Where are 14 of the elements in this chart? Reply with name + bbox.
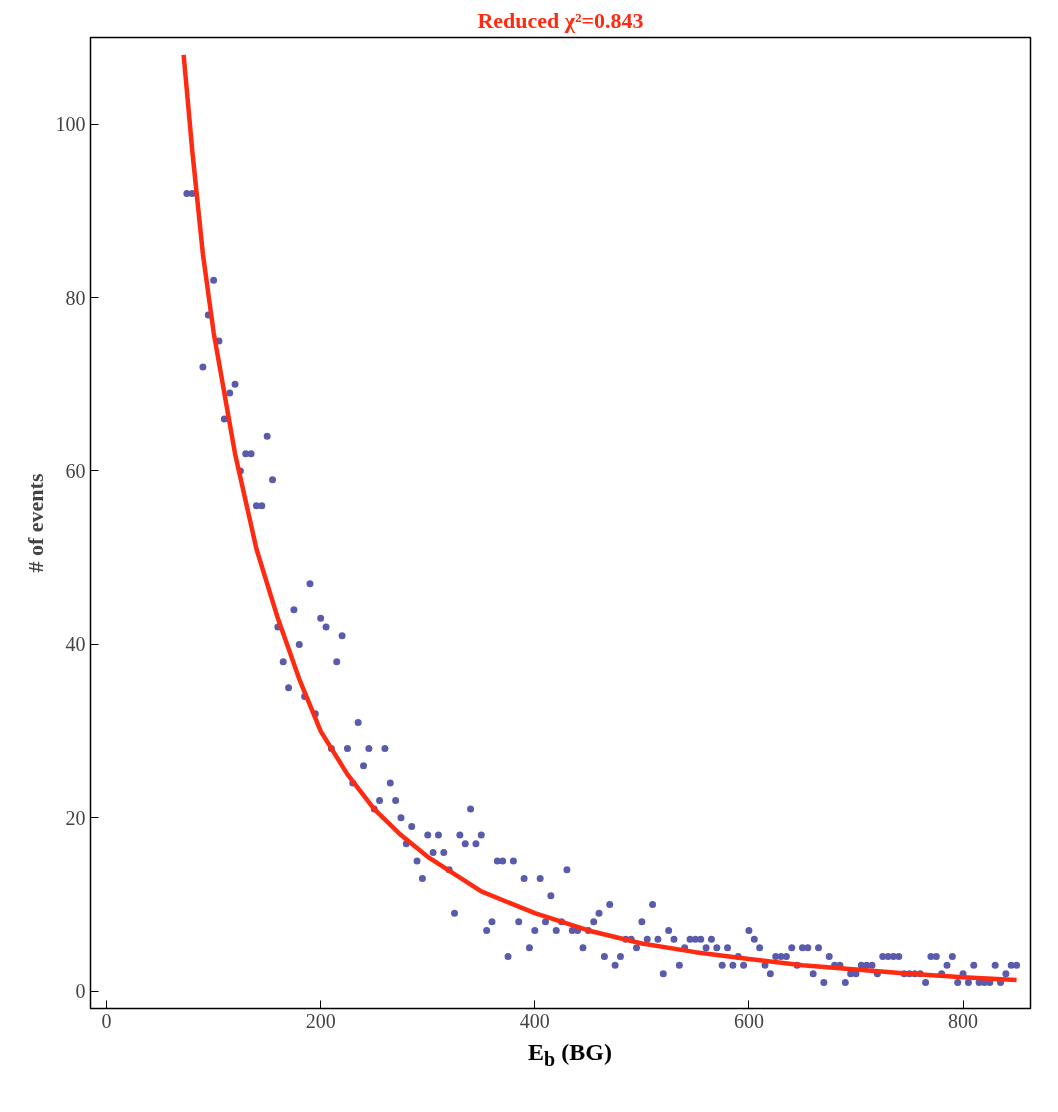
x-tick-label: 800 [948,1009,979,1032]
y-tick-label: 80 [65,286,86,309]
x-tick-label: 400 [519,1009,550,1032]
y-tick-label: 0 [75,980,86,1003]
y-tick-label: 20 [65,806,86,829]
x-tick-label: 200 [305,1009,336,1032]
x-tick-label: 0 [101,1009,112,1032]
y-tick-label: 100 [55,113,86,136]
x-tick-label: 600 [733,1009,764,1032]
chart-title: Reduced χ²=0.843 [477,7,644,33]
y-tick-label: 40 [65,633,86,656]
y-tick-label: 60 [65,459,86,482]
x-axis-title: E$_{b}$ (BG) [95,1035,1045,1074]
y-axis-title: # of events [22,473,48,573]
